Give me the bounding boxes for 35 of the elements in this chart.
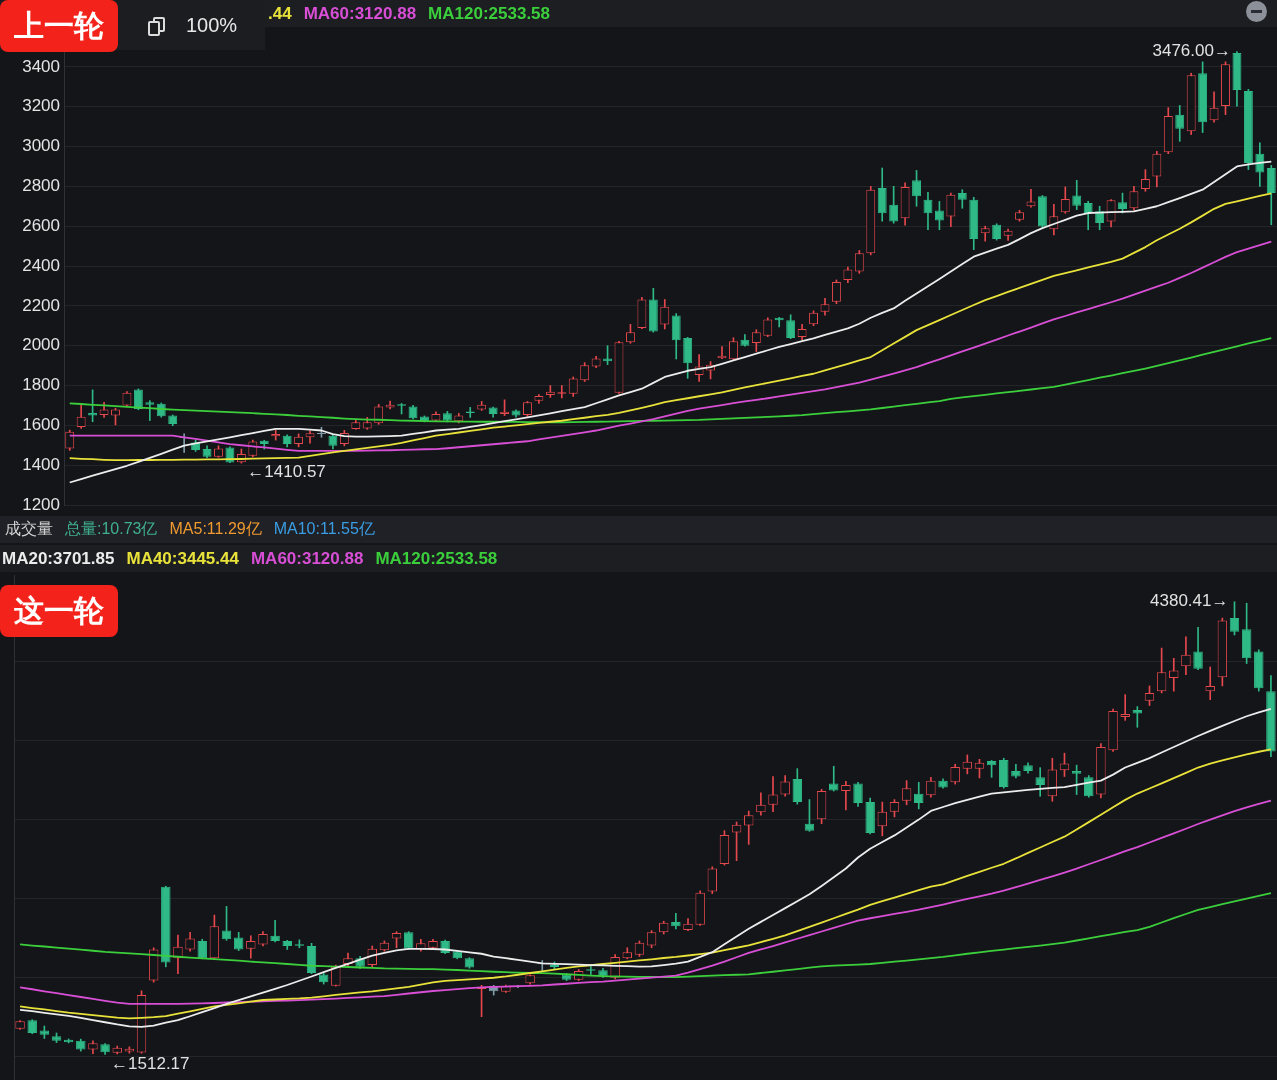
y-tick-label: 1600 [22, 415, 60, 435]
annotation: ←1410.57 [247, 462, 326, 482]
text: 总量:10.73亿 [65, 519, 158, 539]
text: 这一轮 [0, 585, 118, 637]
text: MA120:2533.58 [375, 548, 498, 569]
text: MA5:11.29亿 [169, 519, 262, 539]
chart-title: 上一轮 [0, 0, 118, 52]
text: MA60:3120.88 [250, 548, 364, 569]
y-tick-label: 2000 [22, 335, 60, 355]
y-tick-label: 2600 [22, 215, 60, 235]
y-tick-label: 2400 [22, 255, 60, 275]
y-tick-label: 3200 [22, 96, 60, 116]
annotation: 3476.00→ [1152, 41, 1231, 61]
candlestick [1026, 188, 1036, 208]
candlestick [270, 919, 280, 943]
annotation: ←1512.17 [111, 1053, 190, 1073]
text: 成交量 [5, 519, 53, 539]
y-tick-label: 1800 [22, 375, 60, 395]
candlestick [841, 781, 851, 811]
y-tick-label: 1200 [22, 494, 60, 514]
y-tick-label: 1400 [22, 454, 60, 474]
candlestick [1205, 666, 1215, 700]
text: .44 [268, 3, 292, 24]
text: MA60:3120.88 [303, 3, 417, 24]
candlestick [145, 400, 155, 421]
annotation: 4380.41→ [1150, 591, 1229, 611]
text: MA10:11.55亿 [273, 519, 375, 539]
y-tick-label: 3400 [22, 56, 60, 76]
y-tick-label: 2800 [22, 176, 60, 196]
y-tick-label: 2200 [22, 295, 60, 315]
annotation: 100% [186, 14, 238, 36]
text: MA40:3445.44 [126, 548, 239, 569]
text: MA120:2533.58 [428, 3, 551, 24]
text: MA20:3701.85 [2, 548, 115, 569]
y-tick-label: 3000 [22, 136, 60, 156]
